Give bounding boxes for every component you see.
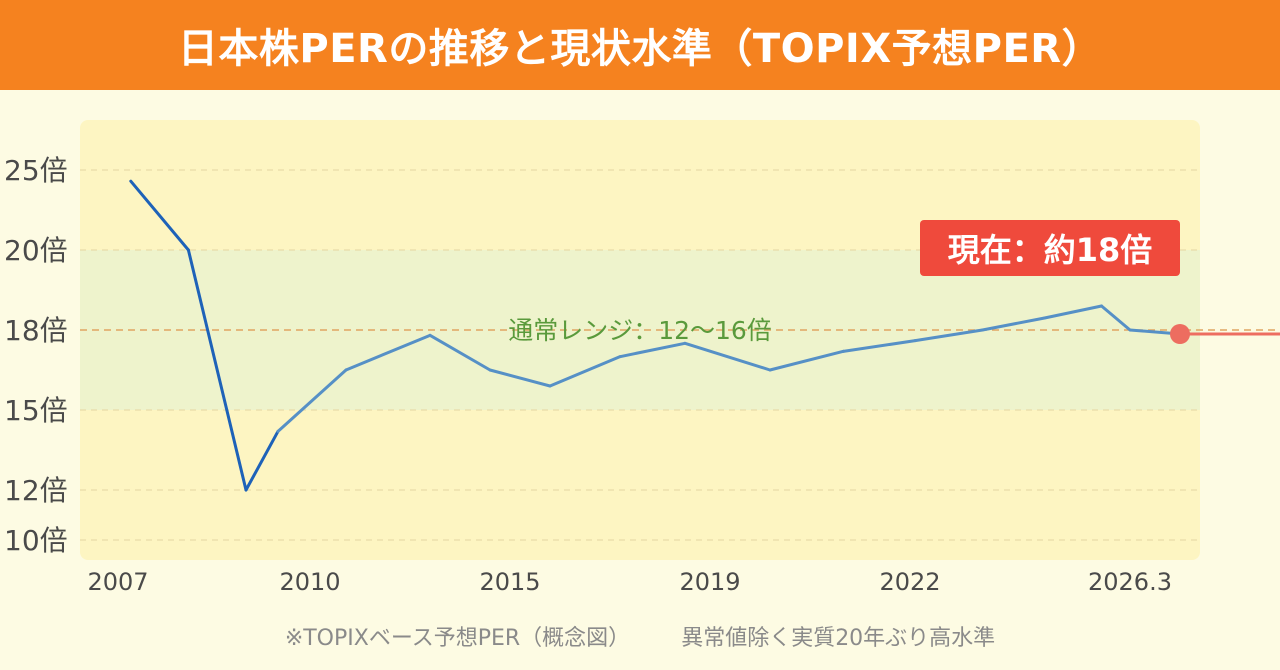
series-segment <box>428 333 492 372</box>
series-segment <box>186 248 248 492</box>
series-segment <box>841 339 917 353</box>
series-segment <box>768 349 845 372</box>
footnote: ※TOPIXベース予想PER（概念図） 異常値除く実質20年ぶり高水準 <box>0 620 1280 652</box>
series-segment <box>1043 304 1104 320</box>
series-segment <box>683 341 772 372</box>
page-title: 日本株PERの推移と現状水準（TOPIX予想PER） <box>177 26 1103 72</box>
series-segment <box>488 368 552 388</box>
series-segment <box>344 333 432 372</box>
series-segment <box>276 368 348 433</box>
y-tick-label: 12倍 <box>4 474 68 507</box>
current-point-marker <box>1170 324 1190 344</box>
x-tick-label: 2019 <box>679 568 740 596</box>
series-segment <box>1100 304 1132 332</box>
per-line-chart: 25倍 20倍 18倍 15倍 12倍 10倍 通常レンジ：12〜16倍 2007 2010 20… <box>4 120 1280 596</box>
footnote-left: ※TOPIXベース予想PER（概念図） <box>284 626 631 651</box>
y-tick-label: 15倍 <box>4 394 68 427</box>
footnote-right: 異常値除く実質20年ぶり高水準 <box>681 626 996 651</box>
x-tick-label: 2007 <box>87 568 148 596</box>
series-segment <box>618 341 687 359</box>
x-tick-label: 2026.3 <box>1088 568 1172 596</box>
x-tick-label: 2022 <box>879 568 940 596</box>
y-tick-label: 10倍 <box>4 524 68 557</box>
series-segment <box>129 179 190 252</box>
header-bar: 日本株PERの推移と現状水準（TOPIX予想PER） <box>0 0 1280 90</box>
normal-range-label: 通常レンジ：12〜16倍 <box>508 316 772 345</box>
series-segment <box>913 328 984 343</box>
y-tick-label: 20倍 <box>4 234 68 267</box>
current-value-badge: 現在：約18倍 <box>920 220 1180 276</box>
series-segment <box>548 355 622 388</box>
y-tick-label: 18倍 <box>4 314 68 347</box>
x-tick-label: 2010 <box>279 568 340 596</box>
series-segment <box>980 316 1047 332</box>
y-tick-label: 25倍 <box>4 154 68 187</box>
x-tick-label: 2015 <box>479 568 540 596</box>
series-segment <box>244 429 280 492</box>
